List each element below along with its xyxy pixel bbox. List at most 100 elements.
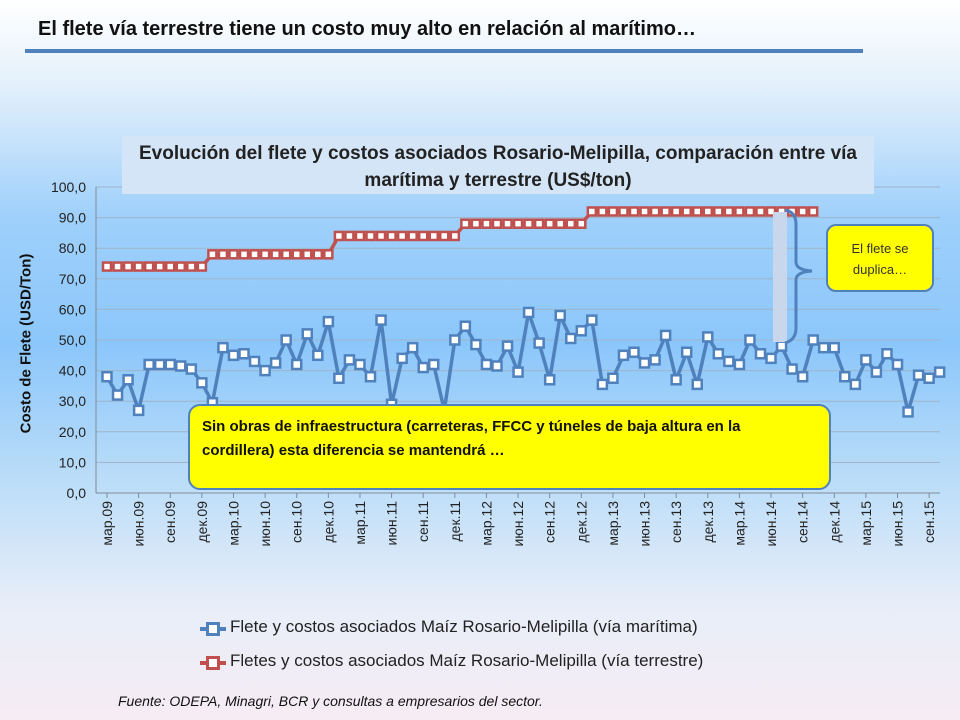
point-terrestrial [439,230,450,242]
point-terrestrial [744,206,756,217]
point-terrestrial [238,249,250,260]
point-maritime [101,370,113,383]
point-maritime [354,358,366,371]
point-maritime [923,372,935,384]
x-tick-label: мар.14 [731,501,747,546]
point-maritime [322,315,335,328]
y-tick-label: 0,0 [67,485,87,501]
point-maritime [269,357,282,369]
point-maritime [839,370,851,383]
slide-title: El flete vía terrestre tiene un costo mu… [38,18,696,40]
point-terrestrial [228,249,239,260]
point-maritime [248,355,261,368]
point-terrestrial [175,261,187,272]
point-maritime [491,360,503,372]
point-terrestrial [470,218,482,229]
point-maritime [628,346,640,358]
line-maritime [105,310,941,414]
point-maritime [775,340,788,352]
x-tick-label: июн.11 [384,501,400,546]
bracket-fill [773,212,787,342]
point-terrestrial [554,218,566,229]
point-maritime [554,309,566,322]
point-maritime [470,338,482,351]
point-terrestrial [523,218,534,229]
point-terrestrial [133,261,144,272]
x-tick-label: июн.10 [257,501,273,547]
point-maritime [765,352,777,365]
point-maritime [164,358,176,371]
point-maritime [702,331,714,343]
point-terrestrial [112,261,123,272]
point-terrestrial [576,218,587,229]
point-maritime [312,349,324,362]
point-terrestrial [586,206,598,217]
x-tick-label: июн.13 [637,501,653,547]
legend-marker-terrestrial [206,656,220,670]
point-maritime [375,314,387,326]
point-terrestrial [765,206,777,217]
point-terrestrial [196,261,208,272]
point-maritime [575,325,588,337]
y-tick-label: 40,0 [59,363,86,379]
point-terrestrial [207,249,218,260]
point-maritime [343,354,356,366]
point-terrestrial [533,218,545,229]
point-maritime [417,361,429,374]
legend-label-terrestrial: Fletes y costos asociados Maíz Rosario-M… [230,651,704,670]
point-maritime [480,358,493,371]
point-maritime [817,341,830,354]
x-tick-label: дек.13 [700,501,716,543]
x-tick-label: дек.09 [194,501,210,543]
point-terrestrial [164,261,176,272]
point-maritime [217,341,229,354]
x-tick-label: июн.15 [890,501,906,547]
point-maritime [754,348,767,360]
point-maritime [723,355,735,368]
legend-marker-maritime [206,622,220,636]
point-maritime [881,348,893,360]
point-maritime [143,358,155,371]
title-underline [25,49,863,53]
point-terrestrial [670,206,682,217]
x-tick-label: сен.12 [542,501,558,543]
point-terrestrial [565,218,577,229]
point-maritime [406,341,419,354]
point-maritime [153,358,166,371]
point-maritime [543,374,556,386]
x-tick-label: мар.15 [858,501,874,546]
point-terrestrial [291,249,302,260]
point-terrestrial [502,218,513,229]
x-tick-label: мар.12 [478,501,494,546]
point-terrestrial [323,249,334,260]
x-tick-label: сен.09 [162,501,178,543]
x-tick-label: сен.13 [668,501,684,543]
point-terrestrial [618,206,629,217]
point-maritime [185,363,198,375]
point-maritime [586,314,598,326]
point-maritime [522,306,535,319]
x-tick-label: июн.09 [131,501,147,547]
x-tick-label: дек.14 [826,501,842,543]
point-terrestrial [386,230,397,242]
point-maritime [501,340,514,352]
y-tick-label: 100,0 [51,179,86,195]
point-maritime [290,358,303,371]
point-maritime [565,332,577,345]
point-terrestrial [660,206,671,217]
point-terrestrial [649,206,661,217]
point-maritime [638,357,651,369]
point-terrestrial [691,206,703,217]
point-terrestrial [375,230,387,242]
point-maritime [259,364,271,377]
point-maritime [175,360,187,372]
x-tick-label: дек.10 [320,501,336,543]
point-maritime [196,377,208,389]
x-tick-label: июн.14 [763,501,779,547]
point-maritime [670,374,682,386]
point-terrestrial [449,230,461,242]
x-tick-label: сен.11 [415,501,431,542]
chart-title: Evolución del flete y costos asociados R… [122,136,874,194]
infrastructure-note: Sin obras de infraestructura (carreteras… [188,404,831,490]
